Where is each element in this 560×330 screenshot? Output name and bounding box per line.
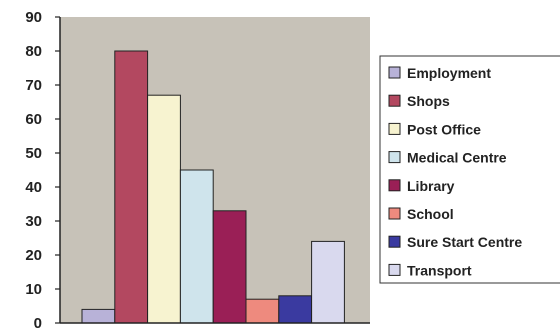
bar-sure-start-centre <box>278 295 313 324</box>
y-tick-label: 40 <box>25 179 42 196</box>
y-tick-label: 50 <box>25 145 42 162</box>
y-tick-label: 0 <box>34 315 42 330</box>
bar-school <box>245 298 280 324</box>
legend-swatch <box>388 66 401 79</box>
legend-label: Medical Centre <box>407 150 507 166</box>
y-tick-label: 20 <box>25 247 42 264</box>
legend-label: Post Office <box>407 121 481 137</box>
legend-swatch <box>388 235 401 248</box>
y-tick-label: 10 <box>25 281 42 298</box>
y-tick-label: 60 <box>25 111 42 128</box>
bar-transport <box>311 240 345 324</box>
y-tick-label: 90 <box>25 9 42 26</box>
legend-label: Library <box>407 178 455 194</box>
legend-swatch <box>388 179 401 192</box>
y-axis-ticks: 0 10 20 30 40 50 60 70 80 90 <box>25 9 60 330</box>
y-tick-label: 30 <box>25 213 42 230</box>
legend-swatch <box>388 151 401 164</box>
y-tick-label: 80 <box>25 43 42 60</box>
bars <box>81 50 345 324</box>
legend-swatch <box>388 94 401 107</box>
legend-label: School <box>407 206 454 222</box>
bar-library <box>212 210 247 324</box>
legend-swatch <box>388 207 401 220</box>
legend-box <box>379 55 560 284</box>
legend-label: Employment <box>407 65 491 81</box>
y-tick-label: 70 <box>25 77 42 94</box>
bar-shops <box>114 50 149 324</box>
legend-label: Shops <box>407 93 450 109</box>
bar-employment <box>81 308 116 324</box>
legend-label: Sure Start Centre <box>407 234 522 250</box>
legend-swatch <box>388 122 401 135</box>
legend-swatch <box>388 263 401 276</box>
legend: Employment Shops Post Office Medical Centre… <box>379 55 560 284</box>
bar-post-office <box>147 94 181 324</box>
bar-medical-centre <box>179 169 214 324</box>
legend-label: Transport <box>407 262 472 278</box>
